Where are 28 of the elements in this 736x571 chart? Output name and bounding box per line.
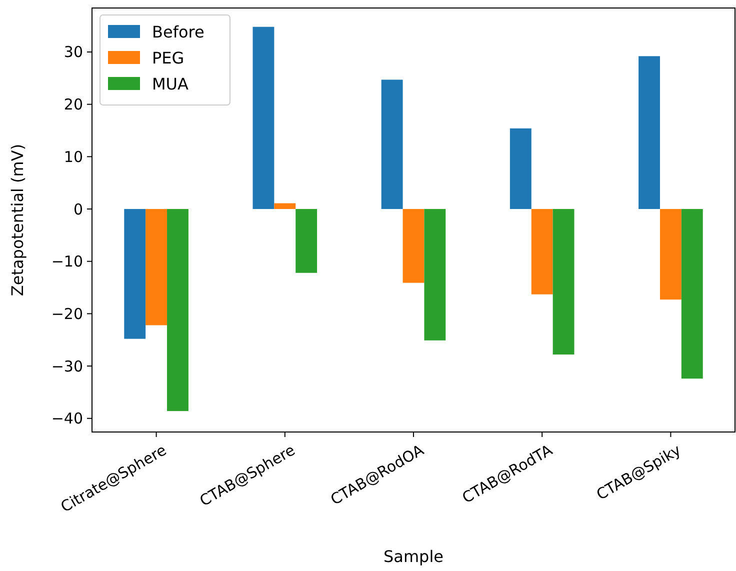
bar (681, 209, 703, 379)
y-tick-label: 30 (64, 43, 83, 62)
y-tick-label: 10 (64, 148, 83, 166)
y-tick-label: 0 (73, 200, 83, 218)
bar (531, 209, 553, 294)
bar (402, 209, 424, 283)
y-axis-title: Zetapotential (mV) (8, 144, 27, 296)
x-axis-title: Sample (384, 547, 444, 566)
bar (510, 128, 532, 210)
y-tick-label: −20 (51, 304, 83, 323)
y-tick-label: −10 (51, 252, 83, 271)
bar (296, 209, 318, 273)
legend-label: PEG (152, 48, 184, 68)
bar (381, 80, 403, 210)
bar (167, 209, 188, 412)
bar (552, 209, 574, 355)
bar (146, 209, 168, 326)
bar (638, 56, 660, 210)
y-tick-label: 20 (64, 96, 83, 114)
bar (274, 203, 296, 210)
bar (124, 209, 146, 339)
bar (252, 26, 274, 210)
legend-label: Before (152, 22, 204, 42)
y-tick-label: −40 (51, 410, 83, 428)
bar (660, 209, 682, 300)
legend-label: MUA (152, 74, 189, 94)
bar (424, 209, 446, 340)
y-tick-label: −30 (51, 357, 83, 376)
